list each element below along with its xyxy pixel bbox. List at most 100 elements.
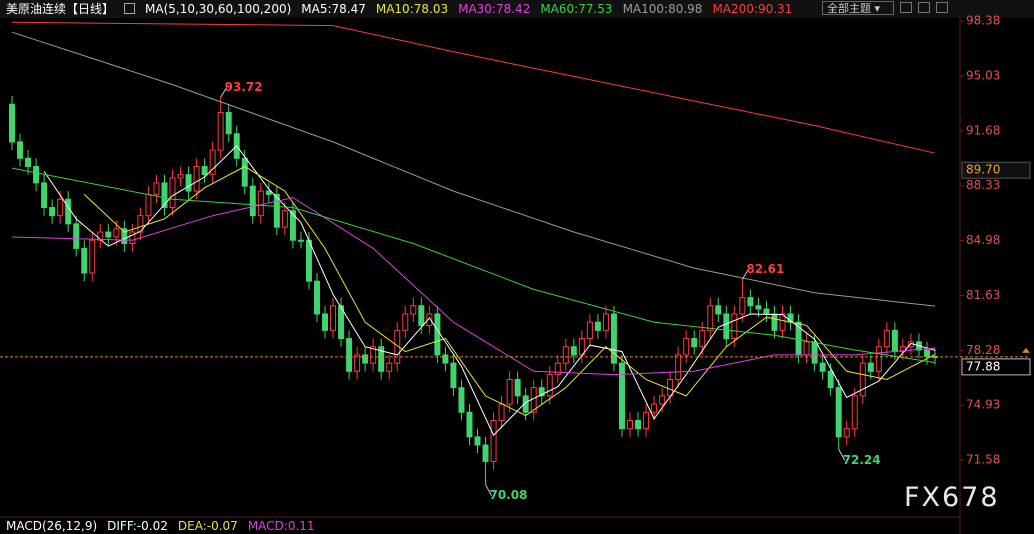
candle-body	[803, 341, 810, 356]
candle-body	[362, 354, 369, 364]
candle-body	[193, 166, 200, 192]
toolbar-icon[interactable]	[900, 2, 912, 13]
last-price-label: 77.88	[966, 359, 1000, 373]
candle-body	[771, 313, 778, 331]
candle-body	[225, 111, 232, 135]
candle-body	[73, 223, 80, 249]
annotation-pointer	[220, 87, 228, 98]
candle-body	[281, 210, 288, 228]
candle-body	[289, 210, 296, 241]
candle-body	[763, 308, 770, 315]
candle-body	[346, 338, 353, 372]
candle-body	[330, 305, 337, 331]
candle-body	[9, 103, 15, 143]
candle-body	[153, 182, 160, 195]
toolbar-icon[interactable]	[936, 2, 948, 13]
candle-body	[65, 198, 72, 225]
settings-icon[interactable]	[124, 3, 136, 14]
candle-body	[241, 157, 248, 187]
y-tick-label: 81.63	[966, 288, 1000, 302]
candle-body	[169, 177, 176, 208]
candle-body	[514, 379, 521, 397]
candle-body	[482, 444, 489, 462]
watermark: FX678	[904, 482, 1000, 513]
candle-body	[442, 354, 449, 364]
legend-entry: MA5:78.47	[301, 1, 366, 16]
candle-body	[731, 313, 738, 340]
candle-body	[249, 185, 256, 217]
candle-body	[699, 329, 706, 348]
candle-body	[434, 313, 441, 356]
candle-body	[41, 182, 48, 208]
ma-params: MA(5,10,30,60,100,200)	[145, 1, 292, 16]
candle-body	[354, 354, 361, 372]
candle-body	[490, 419, 497, 462]
candle-body	[819, 362, 826, 372]
toolbar-icon[interactable]	[918, 2, 930, 13]
candle-body	[217, 111, 224, 151]
extreme-label: 93.72	[225, 80, 263, 94]
candle-body	[651, 403, 658, 413]
ma-line	[11, 21, 936, 154]
candle-body	[97, 231, 104, 241]
theme-dropdown[interactable]: 全部主题 ▾	[822, 1, 894, 15]
candle-body	[410, 305, 417, 315]
candle-body	[811, 341, 818, 364]
candle-body	[145, 193, 152, 217]
candle-body	[627, 419, 633, 430]
candle-body	[659, 395, 666, 405]
crosshair-label: 89.70	[966, 163, 1000, 177]
candle-body	[851, 395, 858, 430]
y-tick-label: 88.33	[966, 178, 1000, 192]
candle-body	[265, 190, 272, 195]
candle-body	[185, 174, 192, 192]
candle-body	[691, 338, 698, 348]
legend-entry: MA60:77.53	[540, 1, 613, 16]
candle-body	[923, 349, 930, 358]
annotation-pointer	[838, 449, 846, 461]
candle-body	[546, 374, 553, 397]
candle-body	[378, 346, 385, 372]
candle-body	[370, 346, 377, 364]
candle-body	[594, 321, 601, 331]
candle-body	[25, 157, 32, 168]
theme-label: 全部主题	[827, 2, 871, 15]
candle-body	[875, 346, 882, 372]
candle-body	[779, 313, 786, 331]
candle-body	[458, 387, 465, 413]
candle-body	[883, 329, 890, 348]
candle-body	[562, 346, 569, 364]
candle-body	[450, 362, 457, 389]
candle-body	[314, 280, 320, 315]
candle-body	[755, 305, 762, 310]
candle-body	[129, 231, 136, 245]
extreme-label: 70.08	[490, 488, 528, 502]
candle-body	[538, 387, 545, 397]
ma-line	[11, 197, 936, 376]
candle-body	[386, 362, 393, 372]
candle-body	[89, 239, 96, 274]
candle-body	[257, 190, 264, 217]
candle-body	[297, 239, 304, 242]
candle-body	[635, 419, 642, 430]
indicator-value: DIFF:-0.02	[107, 518, 168, 533]
candle-body	[891, 329, 898, 353]
candle-body	[506, 379, 513, 405]
y-tick-label: 84.98	[966, 233, 1000, 247]
candle-body	[338, 305, 345, 340]
candle-body	[602, 313, 609, 331]
candle-body	[570, 346, 577, 356]
candle-body	[394, 329, 401, 364]
candle-body	[675, 354, 682, 381]
candle-body	[707, 305, 714, 331]
legend-entry: MA30:78.42	[458, 1, 531, 16]
candle-body	[113, 228, 120, 238]
candle-body	[859, 362, 866, 397]
indicator-value: MACD:0.11	[247, 518, 315, 533]
legend-entry: MA10:78.03	[375, 1, 449, 16]
candle-body	[305, 239, 312, 282]
y-tick-label: 74.93	[966, 398, 1000, 412]
candle-body	[49, 206, 56, 217]
last-price-box	[961, 358, 1031, 376]
